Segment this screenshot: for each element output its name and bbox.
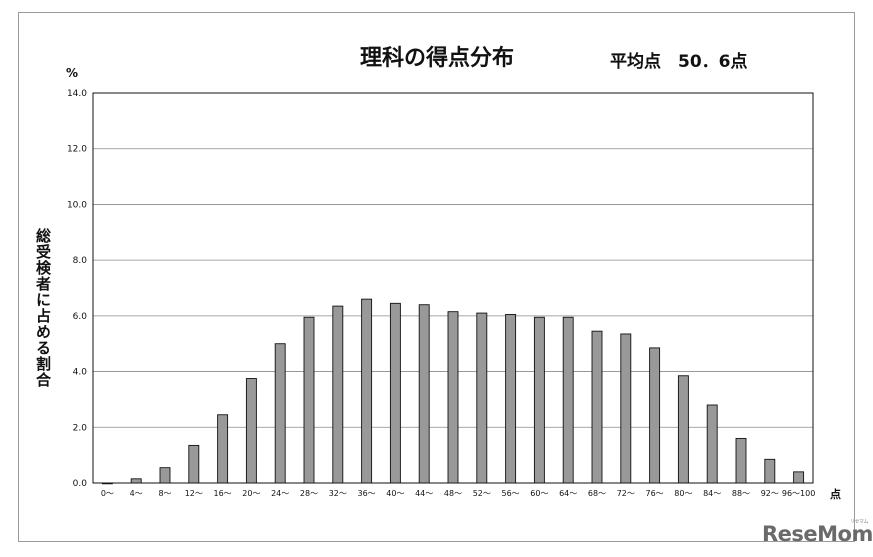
bar — [389, 302, 401, 484]
x-tick-label: 68～ — [588, 489, 606, 498]
bar — [130, 478, 142, 484]
bar — [332, 305, 344, 484]
bar — [649, 347, 661, 484]
x-tick-label: 72～ — [617, 489, 635, 498]
x-tick-label: 8～ — [158, 489, 171, 498]
bar — [274, 343, 286, 484]
y-tick-label: 0.0 — [73, 479, 88, 489]
bar — [303, 316, 315, 484]
x-tick-label: 44～ — [415, 489, 433, 498]
bar — [476, 312, 488, 484]
x-tick-label: 0～ — [101, 489, 114, 498]
x-tick-label: 40～ — [386, 489, 404, 498]
y-tick-label: 14.0 — [67, 89, 87, 99]
x-tick-label: 52～ — [473, 489, 491, 498]
y-tick-label: 12.0 — [67, 145, 87, 155]
x-tick-label: 60～ — [530, 489, 548, 498]
y-tick-label: 4.0 — [73, 368, 88, 378]
bar — [562, 316, 574, 484]
bar — [101, 482, 113, 485]
x-tick-label: 88～ — [732, 489, 750, 498]
bar — [591, 330, 603, 484]
y-tick-label: 6.0 — [73, 312, 88, 322]
x-tick-label: 16～ — [214, 489, 232, 498]
bar — [620, 333, 632, 484]
x-tick-label: 96～100 — [782, 489, 815, 498]
x-tick-label: 80～ — [674, 489, 692, 498]
y-tick-label: 2.0 — [73, 423, 88, 433]
x-tick-label: 28～ — [300, 489, 318, 498]
bar — [418, 304, 430, 484]
x-tick-label: 4～ — [130, 489, 143, 498]
bar — [245, 378, 257, 484]
bar — [793, 471, 805, 484]
x-tick-label: 84～ — [703, 489, 721, 498]
x-tick-label: 64～ — [559, 489, 577, 498]
chart-title: 理科の得点分布 — [360, 46, 515, 71]
chart-subtitle: 平均点 50．6点 — [610, 52, 748, 72]
y-axis-unit: % — [66, 66, 79, 80]
x-axis-unit: 点 — [830, 488, 841, 501]
bar — [677, 375, 689, 484]
x-tick-label: 32～ — [329, 489, 347, 498]
bar — [706, 404, 718, 484]
y-tick-label: 10.0 — [67, 200, 87, 210]
watermark-text: ReseMom — [762, 522, 873, 546]
x-tick-label: 56～ — [502, 489, 520, 498]
bar — [447, 311, 459, 484]
bar — [188, 444, 200, 484]
y-tick-label: 8.0 — [73, 256, 88, 266]
resemom-logo: ReseMom リセマム — [762, 519, 873, 546]
bar — [533, 316, 545, 484]
x-tick-label: 48～ — [444, 489, 462, 498]
bar — [159, 467, 171, 484]
x-tick-label: 36～ — [358, 489, 376, 498]
x-tick-label: 76～ — [646, 489, 664, 498]
x-tick-label: 24～ — [271, 489, 289, 498]
x-tick-label: 20～ — [242, 489, 260, 498]
y-axis-label: 総受検者に占める割合 — [34, 228, 52, 388]
bar — [764, 458, 776, 484]
bar — [735, 437, 747, 484]
x-tick-label: 92～ — [761, 489, 779, 498]
bar — [505, 314, 517, 484]
bar — [217, 414, 229, 484]
x-tick-label: 12～ — [185, 489, 203, 498]
watermark-small-text: リセマム — [850, 519, 869, 525]
bar — [361, 298, 373, 484]
